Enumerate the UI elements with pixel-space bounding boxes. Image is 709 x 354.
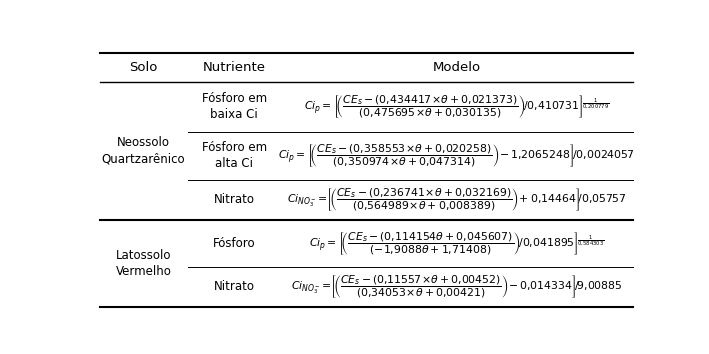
Text: $Ci_p = \left[\!\left(\dfrac{CE_s-(0{,}358553\!\times\!\theta+0{,}020258)}{(0{,}: $Ci_p = \left[\!\left(\dfrac{CE_s-(0{,}3…: [279, 143, 635, 169]
Text: Neossolo
Quartzarênico: Neossolo Quartzarênico: [102, 136, 185, 165]
Text: $Ci_{NO_3^-}\!=\!\left[\!\left(\dfrac{CE_s-(0{,}236741\!\times\!\theta+0{,}03216: $Ci_{NO_3^-}\!=\!\left[\!\left(\dfrac{CE…: [287, 186, 626, 213]
Text: $Ci_p = \left[\!\left(\dfrac{CE_s-(0{,}114154\theta+0{,}045607)}{(-1{,}9088\thet: $Ci_p = \left[\!\left(\dfrac{CE_s-(0{,}1…: [309, 230, 605, 257]
Text: Solo: Solo: [129, 61, 158, 74]
Text: Nitrato: Nitrato: [213, 193, 255, 206]
Text: Latossolo
Vermelho: Latossolo Vermelho: [116, 249, 172, 278]
Text: Fósforo em
baixa Ci: Fósforo em baixa Ci: [201, 92, 267, 121]
Text: Modelo: Modelo: [432, 61, 481, 74]
Text: Nutriente: Nutriente: [203, 61, 266, 74]
Text: $Ci_p = \left[\!\left(\dfrac{CE_s-(0{,}434417\!\times\!\theta+0{,}021373)}{(0{,}: $Ci_p = \left[\!\left(\dfrac{CE_s-(0{,}4…: [304, 93, 610, 120]
Text: Fósforo: Fósforo: [213, 237, 255, 250]
Text: Fósforo em
alta Ci: Fósforo em alta Ci: [201, 141, 267, 170]
Text: Nitrato: Nitrato: [213, 280, 255, 293]
Text: $Ci_{NO_3^-}\!=\!\left[\!\left(\dfrac{CE_s-(0{,}11557\!\times\!\theta+0{,}00452): $Ci_{NO_3^-}\!=\!\left[\!\left(\dfrac{CE…: [291, 274, 623, 300]
